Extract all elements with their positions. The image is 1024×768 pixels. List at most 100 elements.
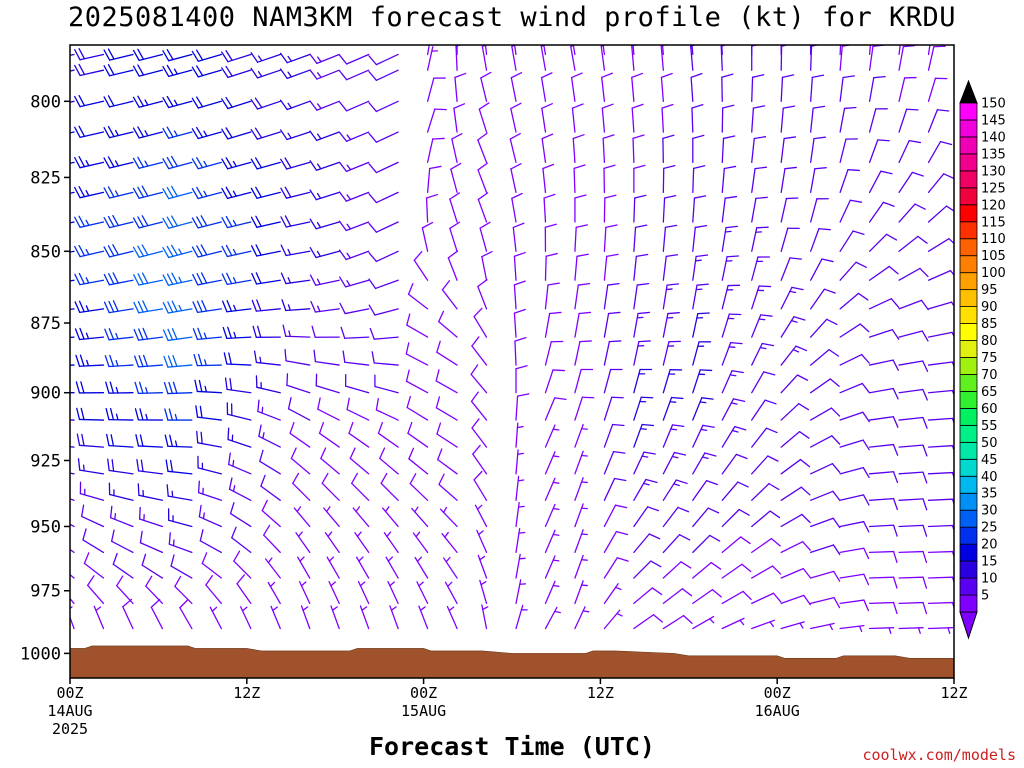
- wind-barb: [810, 258, 834, 281]
- wind-barb: [252, 325, 281, 338]
- wind-barb: [810, 105, 826, 133]
- wind-barb: [662, 194, 677, 223]
- wind-barb: [751, 592, 782, 605]
- colorbar-swatch: [959, 526, 978, 545]
- x-tick-label: 12Z: [587, 684, 614, 702]
- colorbar-swatch: [959, 238, 978, 257]
- wind-barb: [544, 397, 567, 421]
- wind-barb: [192, 272, 222, 286]
- wind-barb: [162, 126, 193, 139]
- wind-barb: [406, 395, 429, 421]
- wind-barb: [163, 381, 193, 395]
- wind-barb: [270, 605, 281, 630]
- wind-barb: [839, 411, 870, 423]
- wind-barb: [192, 299, 222, 314]
- wind-barb: [513, 308, 526, 338]
- wind-barb: [751, 226, 769, 252]
- wind-barb: [191, 244, 222, 258]
- wind-barb: [868, 497, 898, 511]
- wind-barb: [476, 529, 488, 554]
- colorbar-low-arrow: [959, 611, 978, 640]
- wind-barb: [74, 125, 105, 138]
- wind-barb: [139, 530, 164, 554]
- wind-barb: [633, 311, 651, 338]
- wind-barb: [927, 524, 954, 533]
- wind-barb: [721, 195, 738, 223]
- x-tick-label: 00Z: [56, 684, 83, 702]
- wind-barb: [927, 77, 948, 102]
- wind-barb: [751, 537, 781, 554]
- wind-barb: [721, 590, 752, 605]
- wind-barb: [141, 553, 164, 579]
- wind-barb: [603, 340, 622, 366]
- wind-barb: [721, 165, 737, 194]
- wind-barb: [470, 391, 488, 421]
- wind-barb: [132, 95, 164, 108]
- wind-barb: [660, 72, 673, 102]
- wind-barb: [338, 249, 370, 261]
- wind-barb: [295, 531, 311, 554]
- wind-barb: [780, 486, 811, 501]
- wind-barb: [927, 173, 954, 194]
- wind-barb: [309, 218, 340, 230]
- colorbar-label: 60: [981, 402, 998, 417]
- colorbar-label: 10: [981, 572, 998, 587]
- wind-barb: [603, 504, 628, 528]
- wind-barb: [927, 45, 946, 71]
- wind-barb: [103, 214, 134, 229]
- wind-barb: [112, 552, 134, 579]
- wind-barb: [898, 139, 922, 164]
- wind-barb: [261, 499, 281, 528]
- wind-barb: [633, 587, 663, 605]
- colorbar-label: 135: [981, 147, 1006, 162]
- wind-barb: [439, 506, 458, 528]
- wind-barb: [898, 627, 924, 634]
- wind-barb: [103, 156, 134, 169]
- wind-barb: [868, 170, 893, 194]
- wind-barb: [839, 106, 857, 133]
- wind-barb: [338, 53, 370, 65]
- wind-barb: [382, 506, 399, 528]
- wind-barb: [810, 288, 836, 310]
- wind-barb: [544, 223, 557, 252]
- wind-barb: [898, 330, 929, 342]
- wind-barb: [633, 451, 656, 475]
- wind-barb: [751, 256, 770, 281]
- wind-barb: [927, 205, 954, 223]
- wind-barb: [70, 606, 75, 630]
- wind-barb: [603, 311, 621, 338]
- colorbar-label: 35: [981, 487, 998, 502]
- wind-barb: [135, 434, 164, 448]
- wind-barb: [477, 279, 488, 310]
- wind-barb: [309, 69, 340, 80]
- wind-barb: [515, 604, 528, 630]
- wind-barb: [70, 573, 75, 579]
- wind-barb: [197, 480, 222, 501]
- wind-barb: [780, 105, 796, 133]
- wind-barb: [309, 100, 340, 111]
- wind-barb: [570, 45, 576, 71]
- wind-barb: [449, 221, 461, 252]
- wind-barb: [751, 74, 765, 102]
- wind-barb: [250, 127, 281, 140]
- colorbar-label: 15: [981, 555, 998, 570]
- wind-barb: [898, 416, 928, 429]
- wind-barb: [228, 452, 252, 475]
- wind-barb: [602, 134, 615, 164]
- wind-barb: [690, 72, 703, 102]
- wind-barb: [721, 45, 723, 56]
- wind-barb: [570, 72, 583, 102]
- wind-barb: [631, 72, 644, 102]
- source-credit-link[interactable]: coolwx.com/models: [862, 746, 1016, 764]
- wind-barb: [309, 274, 340, 286]
- wind-barb: [222, 300, 252, 313]
- wind-barb: [868, 233, 898, 252]
- wind-barb: [662, 534, 691, 554]
- wind-barb: [134, 408, 164, 421]
- wind-barb: [368, 100, 399, 113]
- colorbar-label: 65: [981, 385, 998, 400]
- wind-barb-layer: [70, 45, 954, 634]
- surface-terrain: [69, 645, 955, 679]
- wind-barb: [470, 364, 488, 394]
